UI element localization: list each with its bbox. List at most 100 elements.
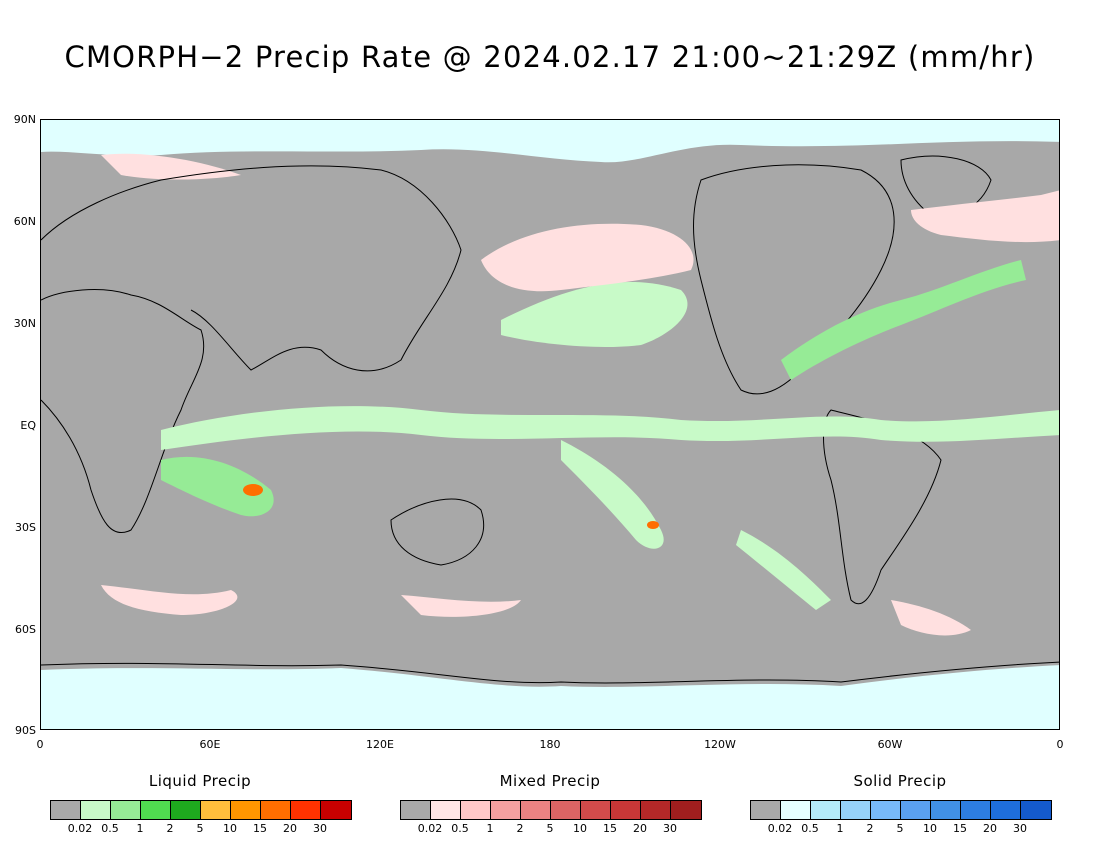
solid-legend-title: Solid Precip	[853, 772, 947, 790]
mixed-legend-swatch	[461, 801, 491, 819]
solid-legend-tick: 1	[836, 822, 844, 835]
lat-label-30s: 30S	[15, 521, 36, 534]
solid-legend-swatch	[871, 801, 901, 819]
solid-legend-swatch	[751, 801, 781, 819]
solid-legend-swatch	[1021, 801, 1051, 819]
north-pacific-mixed	[481, 223, 694, 292]
solid-legend-swatch	[931, 801, 961, 819]
southern-ocean-mixed-2	[401, 595, 521, 617]
solid-legend-swatch	[991, 801, 1021, 819]
south-pacific-convergence	[561, 440, 664, 549]
solid-legend-swatch	[961, 801, 991, 819]
solid-legend-tick: 2	[866, 822, 874, 835]
indian-ocean-cyclone	[161, 456, 274, 517]
liquid-legend-title: Liquid Precip	[148, 772, 252, 790]
liquid-legend-swatch	[201, 801, 231, 819]
itcz-band	[161, 406, 1059, 450]
solid-legend-swatch	[781, 801, 811, 819]
heavy-rain-cell-south-pacific	[647, 521, 659, 529]
liquid-legend-swatch	[51, 801, 81, 819]
mixed-legend-tick: 30	[663, 822, 677, 835]
map-title: CMORPH−2 Precip Rate @ 2024.02.17 21:00~…	[64, 40, 1036, 74]
mixed-legend-title: Mixed Precip	[499, 772, 601, 790]
liquid-legend-swatch	[171, 801, 201, 819]
solid-legend-tick: 30	[1013, 822, 1027, 835]
drake-passage-mixed	[891, 600, 971, 636]
solid-legend-tick: 15	[953, 822, 967, 835]
lat-label-90s: 90S	[15, 724, 36, 737]
mixed-legend-tick: 2	[516, 822, 524, 835]
mixed-legend-tick: 15	[603, 822, 617, 835]
liquid-legend-tick: 5	[196, 822, 204, 835]
antarctica-coastline	[41, 661, 1059, 684]
solid-legend-swatch	[841, 801, 871, 819]
mixed-legend-swatch	[551, 801, 581, 819]
lat-label-eq: EQ	[20, 419, 36, 432]
lon-label-120w: 120W	[704, 738, 736, 751]
solid-legend-bar	[750, 800, 1052, 820]
southern-ocean-mixed-1	[101, 585, 238, 615]
liquid-legend-swatch	[141, 801, 171, 819]
solid-legend-tick: 20	[983, 822, 997, 835]
mixed-legend-tick: 0.5	[451, 822, 469, 835]
australia-coastline	[390, 498, 485, 566]
mixed-legend-swatch	[431, 801, 461, 819]
lon-label-0-east: 0	[1056, 738, 1064, 751]
mixed-legend-swatch	[671, 801, 701, 819]
liquid-precip-areas	[161, 260, 1059, 610]
lon-label-120e: 120E	[366, 738, 394, 751]
liquid-legend-tick: 0.02	[67, 822, 93, 835]
mixed-legend-bar	[400, 800, 702, 820]
liquid-legend-tick: 0.5	[101, 822, 119, 835]
north-pacific-storm	[501, 281, 688, 347]
solid-legend-tick: 0.5	[801, 822, 819, 835]
lat-label-90n: 90N	[13, 113, 36, 126]
liquid-legend-tick: 2	[166, 822, 174, 835]
north-atlantic-front	[781, 260, 1026, 380]
liquid-legend-swatch	[261, 801, 291, 819]
south-america-coastline	[823, 409, 942, 605]
lat-label-30n: 30N	[13, 317, 36, 330]
arctic-snow-region	[41, 120, 1059, 163]
solid-legend-tick: 10	[923, 822, 937, 835]
lon-label-180: 180	[539, 738, 561, 751]
liquid-legend-swatch	[111, 801, 141, 819]
liquid-legend-swatch	[321, 801, 351, 819]
antarctic-snow-region	[41, 665, 1059, 729]
heavy-rain-cell-indian-ocean	[243, 484, 263, 496]
africa-coastline	[41, 289, 205, 533]
south-atlantic-front	[736, 530, 831, 610]
lon-label-60e: 60E	[199, 738, 221, 751]
mixed-legend-swatch	[611, 801, 641, 819]
mixed-legend-swatch	[491, 801, 521, 819]
solid-legend-tick: 0.02	[767, 822, 793, 835]
liquid-legend-swatch	[231, 801, 261, 819]
mixed-legend-swatch	[521, 801, 551, 819]
north-atlantic-mixed	[911, 190, 1059, 243]
liquid-legend-swatch	[291, 801, 321, 819]
solid-legend-swatch	[811, 801, 841, 819]
lat-label-60n: 60N	[13, 215, 36, 228]
liquid-legend-tick: 20	[283, 822, 297, 835]
mixed-legend-tick: 20	[633, 822, 647, 835]
mixed-legend-tick: 1	[486, 822, 494, 835]
solid-legend-tick: 5	[896, 822, 904, 835]
liquid-legend-tick: 15	[253, 822, 267, 835]
liquid-legend-tick: 30	[313, 822, 327, 835]
mixed-legend-tick: 10	[573, 822, 587, 835]
precip-map	[40, 119, 1060, 730]
mixed-legend-tick: 5	[546, 822, 554, 835]
mixed-legend-swatch	[641, 801, 671, 819]
liquid-legend-bar	[50, 800, 352, 820]
lon-label-60w: 60W	[877, 738, 903, 751]
lat-label-60s: 60S	[15, 623, 36, 636]
liquid-legend-swatch	[81, 801, 111, 819]
precip-map-canvas	[41, 120, 1059, 729]
mixed-legend-tick: 0.02	[417, 822, 443, 835]
mixed-legend-swatch	[401, 801, 431, 819]
solid-legend-swatch	[901, 801, 931, 819]
eurasia-coastline	[41, 165, 462, 372]
liquid-legend-tick: 1	[136, 822, 144, 835]
mixed-legend-swatch	[581, 801, 611, 819]
mixed-precip-areas	[101, 190, 1059, 636]
